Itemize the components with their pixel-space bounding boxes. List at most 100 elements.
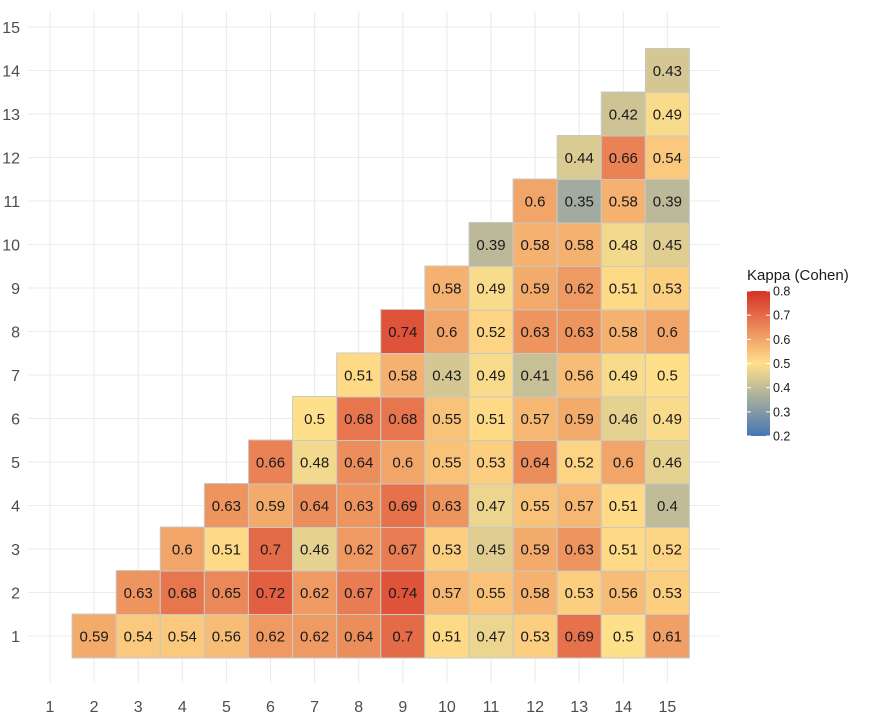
cell-value-label: 0.61: [653, 629, 682, 646]
cell-value-label: 0.72: [256, 585, 285, 602]
cell-value-label: 0.6: [392, 455, 413, 472]
cell-value-label: 0.59: [520, 281, 549, 298]
x-tick-label: 7: [310, 699, 319, 716]
cell-value-label: 0.56: [609, 585, 638, 602]
heatmap-cell: [644, 91, 690, 137]
heatmap-cell: [644, 396, 690, 441]
y-tick-label: 12: [2, 151, 20, 168]
y-tick-label: 8: [11, 325, 20, 342]
cell-value-label: 0.46: [653, 455, 682, 472]
y-tick-label: 15: [2, 20, 20, 37]
heatmap-cell: [600, 135, 646, 180]
heatmap-cell: [292, 526, 338, 572]
heatmap-cell: [248, 613, 293, 659]
cell-value-label: 0.55: [476, 585, 505, 602]
heatmap-cell: [380, 483, 426, 528]
cell-value-label: 0.5: [613, 629, 634, 646]
heatmap-cell: [380, 396, 426, 441]
cell-value-label: 0.63: [212, 498, 241, 515]
x-tick-label: 3: [134, 699, 143, 716]
cell-value-label: 0.52: [565, 455, 594, 472]
cell-value-label: 0.53: [565, 585, 594, 602]
cell-value-label: 0.47: [476, 629, 505, 646]
heatmap-cell: [644, 48, 690, 93]
cell-value-label: 0.58: [609, 194, 638, 211]
cell-value-label: 0.48: [300, 455, 329, 472]
heatmap-cell: [600, 483, 646, 528]
heatmap-cell: [248, 483, 293, 528]
heatmap-cell: [424, 309, 470, 354]
cell-value-label: 0.42: [609, 107, 638, 124]
cell-value-label: 0.52: [653, 542, 682, 559]
cell-value-label: 0.63: [520, 324, 549, 341]
cell-value-label: 0.68: [168, 585, 197, 602]
cell-value-label: 0.5: [657, 368, 678, 385]
heatmap-cell: [512, 222, 558, 267]
cell-value-label: 0.56: [565, 368, 594, 385]
cell-value-label: 0.66: [256, 455, 285, 472]
heatmap-cell: [159, 613, 205, 659]
cell-value-label: 0.68: [344, 411, 373, 428]
heatmap-cell: [292, 439, 338, 485]
heatmap-cell: [512, 570, 558, 615]
cell-value-label: 0.62: [256, 629, 285, 646]
cell-value-label: 0.44: [565, 150, 594, 167]
heatmap-cell: [336, 613, 382, 659]
y-tick-label: 1: [11, 629, 20, 646]
heatmap-cell: [468, 222, 514, 267]
heatmap-cell: [600, 265, 646, 311]
legend-ticks: 0.2 0.3 0.4 0.5 0.6 0.7 0.8: [747, 285, 790, 444]
x-tick-label: 11: [483, 699, 500, 716]
cell-value-label: 0.58: [432, 281, 461, 298]
cell-value-label: 0.59: [520, 542, 549, 559]
heatmap-cell: [556, 309, 602, 354]
x-axis-ticks: 1 2 3 4 5 6 7 8 9 10 11 12 13 14 15: [46, 699, 677, 716]
cell-value-label: 0.58: [520, 237, 549, 254]
x-tick-label: 4: [178, 699, 187, 716]
y-tick-label: 13: [2, 107, 20, 124]
cell-value-label: 0.51: [609, 498, 638, 515]
cell-value-label: 0.54: [653, 150, 682, 167]
cell-value-label: 0.45: [476, 542, 505, 559]
legend-tick-label: 0.5: [773, 357, 790, 371]
cell-value-label: 0.54: [124, 629, 153, 646]
cell-value-label: 0.7: [260, 542, 281, 559]
cell-value-label: 0.62: [300, 585, 329, 602]
cell-value-label: 0.6: [172, 542, 193, 559]
heatmap-cell: [644, 613, 690, 659]
heatmap-cell: [644, 135, 690, 180]
heatmap-cell: [336, 570, 382, 615]
heatmap-cell: [512, 483, 558, 528]
heatmap-cell: [556, 178, 602, 224]
legend-title: Kappa (Cohen): [747, 267, 849, 284]
cell-value-label: 0.74: [388, 324, 417, 341]
cell-value-label: 0.41: [520, 368, 549, 385]
heatmap-cell: [644, 570, 690, 615]
cell-value-label: 0.39: [476, 237, 505, 254]
x-tick-label: 13: [570, 699, 588, 716]
y-tick-label: 14: [2, 64, 20, 81]
cell-value-label: 0.63: [344, 498, 373, 515]
heatmap-cell: [644, 526, 690, 572]
cell-value-label: 0.35: [565, 194, 594, 211]
heatmap-cell: [424, 526, 470, 572]
cell-value-label: 0.63: [565, 542, 594, 559]
cell-value-label: 0.46: [300, 542, 329, 559]
cell-value-label: 0.62: [565, 281, 594, 298]
cell-value-label: 0.63: [565, 324, 594, 341]
heatmap-cell: [380, 570, 426, 615]
cell-value-label: 0.49: [476, 368, 505, 385]
cell-value-label: 0.57: [432, 585, 461, 602]
heatmap-cell: [292, 613, 338, 659]
cell-value-label: 0.68: [388, 411, 417, 428]
legend-colorbar: [747, 291, 770, 436]
heatmap-cell: [512, 526, 558, 572]
cell-value-label: 0.39: [653, 194, 682, 211]
cell-value-label: 0.59: [79, 629, 108, 646]
cell-value-label: 0.6: [525, 194, 546, 211]
heatmap-cell: [424, 265, 470, 311]
heatmap-cell: [380, 526, 426, 572]
heatmap-cell: [556, 613, 602, 659]
cell-value-label: 0.6: [657, 324, 678, 341]
